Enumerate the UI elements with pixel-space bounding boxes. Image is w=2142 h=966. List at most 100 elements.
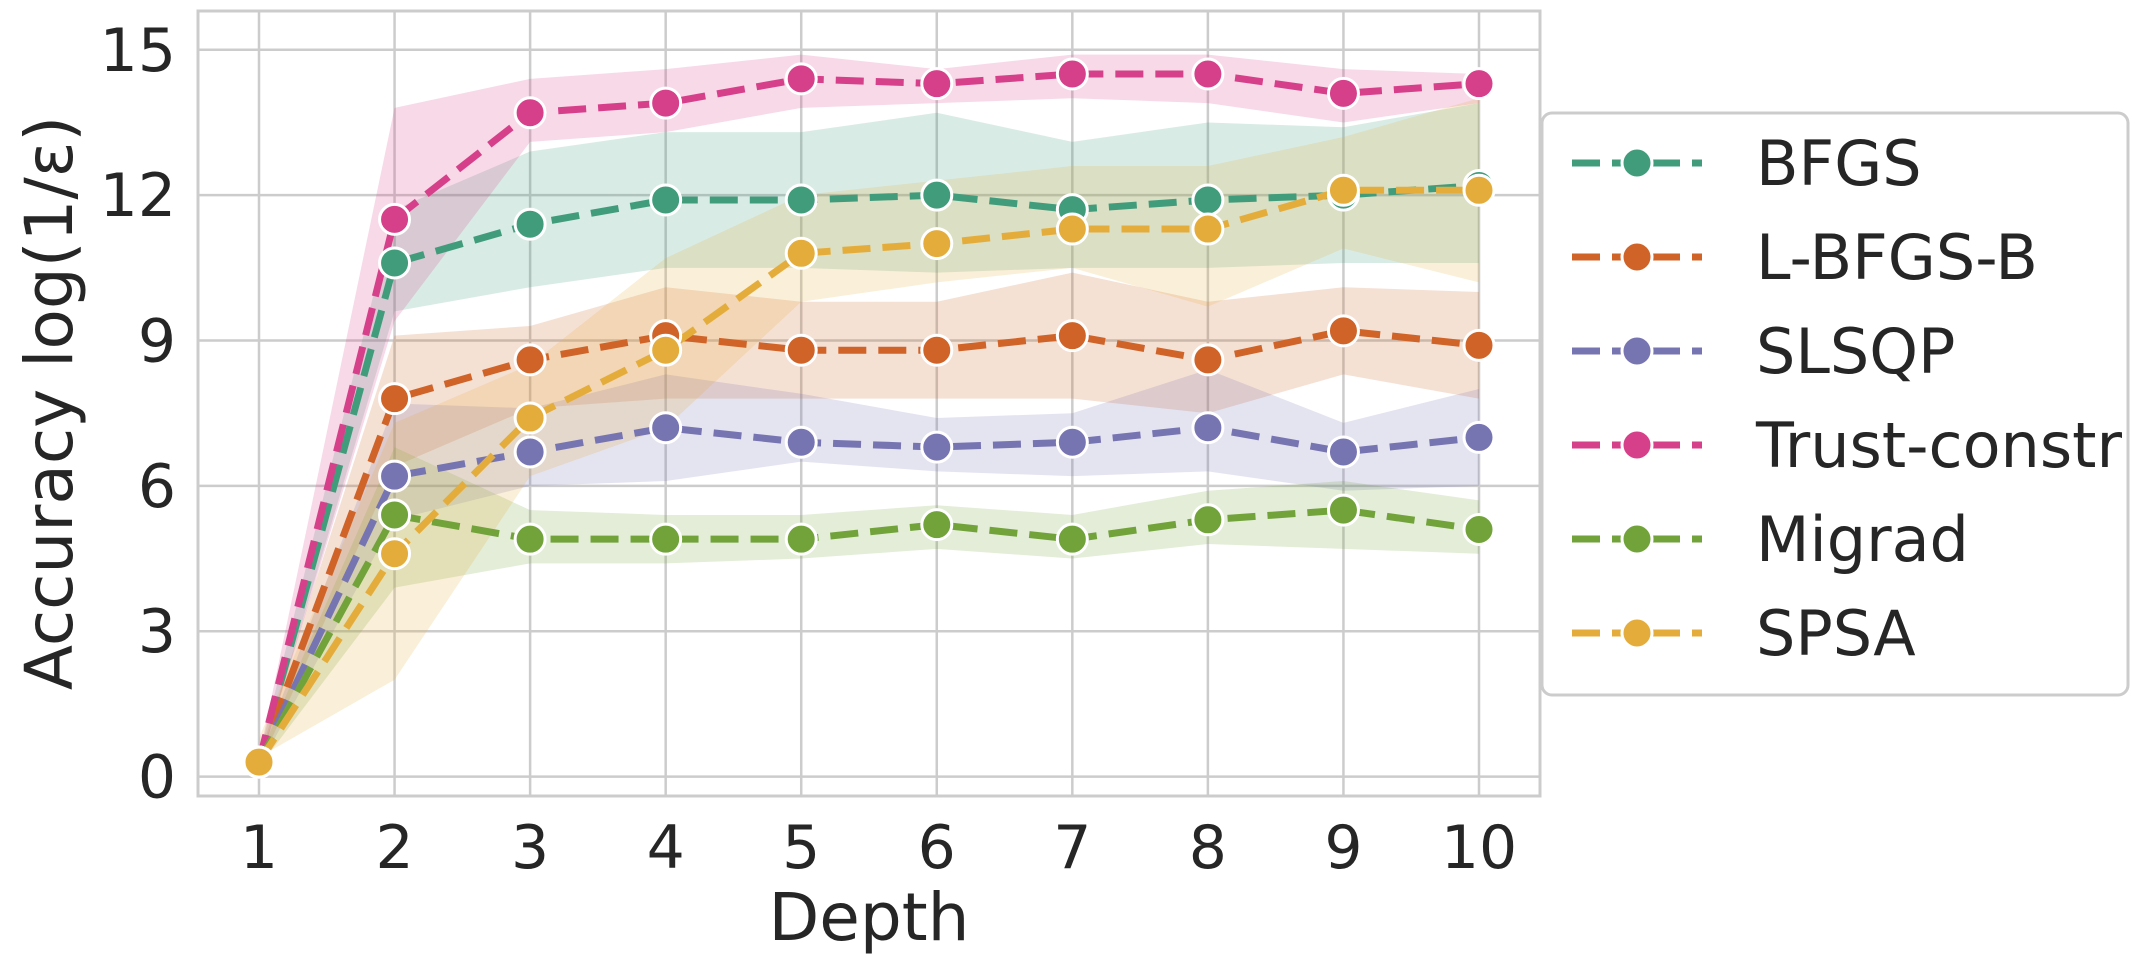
legend-label-l-bfgs-b: L-BFGS-B (1756, 221, 2038, 294)
x-axis-label: Depth (768, 879, 969, 956)
point-slsqp (1191, 411, 1225, 445)
point-trust-constr (920, 67, 954, 101)
point-bfgs (649, 183, 683, 217)
y-tick-labels: 0 3 6 9 12 15 (100, 16, 176, 813)
x-tick-label: 7 (1053, 813, 1091, 883)
point-spsa (1191, 212, 1225, 246)
legend-label-bfgs: BFGS (1756, 127, 1922, 200)
point-slsqp (378, 459, 412, 493)
legend-marker-bfgs (1620, 146, 1654, 180)
point-slsqp (513, 435, 547, 469)
point-spsa (378, 537, 412, 571)
point-slsqp (649, 411, 683, 445)
y-tick-label: 0 (138, 743, 176, 813)
x-tick-label: 3 (511, 813, 549, 883)
point-trust-constr (1326, 76, 1360, 110)
band-slsqp (259, 369, 1479, 767)
legend-label-trust-constr: Trust-constr (1755, 409, 2122, 482)
point-spsa (1055, 212, 1089, 246)
grid (198, 11, 1540, 796)
series-lines (255, 70, 1480, 764)
point-l-bfgs-b (1326, 314, 1360, 348)
point-l-bfgs-b (1462, 328, 1496, 362)
point-slsqp (920, 430, 954, 464)
point-trust-constr (1462, 67, 1496, 101)
plot-background (198, 11, 1540, 796)
point-l-bfgs-b (1055, 319, 1089, 353)
point-slsqp (1462, 420, 1496, 454)
point-slsqp (1326, 435, 1360, 469)
line-l-bfgs-b (255, 327, 1480, 764)
point-migrad (920, 508, 954, 542)
point-l-bfgs-b (920, 333, 954, 367)
point-trust-constr (649, 86, 683, 120)
legend-label-slsqp: SLSQP (1756, 315, 1955, 388)
point-l-bfgs-b (784, 333, 818, 367)
band-spsa (259, 98, 1479, 758)
point-bfgs (1191, 183, 1225, 217)
point-slsqp (1055, 425, 1089, 459)
line-bfgs (255, 181, 1480, 763)
line-spsa (256, 186, 1479, 764)
x-tick-label: 8 (1189, 813, 1227, 883)
legend-marker-spsa (1620, 616, 1654, 650)
y-tick-label: 6 (138, 452, 176, 522)
point-migrad (1462, 512, 1496, 546)
legend-marker-trust-constr (1620, 428, 1654, 462)
point-l-bfgs-b (1191, 343, 1225, 377)
point-migrad (1191, 503, 1225, 537)
y-tick-label: 3 (138, 597, 176, 667)
x-tick-label: 4 (647, 813, 685, 883)
point-trust-constr (1191, 57, 1225, 91)
point-trust-constr (1055, 57, 1089, 91)
y-tick-label: 15 (100, 16, 176, 86)
point-bfgs (920, 178, 954, 212)
point-slsqp (784, 425, 818, 459)
point-spsa (920, 227, 954, 261)
line-slsqp (255, 424, 1480, 764)
point-migrad (1326, 493, 1360, 527)
plot-frame (196, 9, 1542, 798)
legend-marker-migrad (1620, 522, 1654, 556)
legend-frame (1540, 111, 2130, 697)
legend-label-migrad: Migrad (1756, 503, 1969, 576)
point-spsa (784, 236, 818, 270)
point-bfgs (378, 246, 412, 280)
point-trust-constr (378, 202, 412, 236)
point-bfgs (784, 183, 818, 217)
band-bfgs (259, 103, 1479, 767)
x-tick-label: 9 (1324, 813, 1362, 883)
y-tick-label: 9 (138, 307, 176, 377)
x-tick-labels: 1 2 3 4 5 6 7 8 9 10 (240, 813, 1517, 883)
point-l-bfgs-b (378, 382, 412, 416)
y-tick-label: 12 (100, 161, 176, 231)
x-tick-label: 10 (1441, 813, 1517, 883)
point-migrad (784, 522, 818, 556)
y-axis-label: Accuracy log(1/ε) (11, 116, 88, 690)
legend-label-spsa: SPSA (1756, 597, 1916, 670)
legend-marker-slsqp (1620, 334, 1654, 368)
x-tick-label: 1 (240, 813, 278, 883)
point-spsa (1326, 173, 1360, 207)
series-markers (242, 57, 1496, 779)
point-migrad (649, 522, 683, 556)
x-tick-label: 5 (782, 813, 820, 883)
x-tick-label: 6 (918, 813, 956, 883)
line-trust-constr (255, 70, 1480, 763)
point-migrad (1055, 522, 1089, 556)
point-trust-constr (513, 96, 547, 130)
band-l-bfgs-b (259, 272, 1479, 767)
line-migrad (255, 506, 1480, 764)
point-spsa (513, 401, 547, 435)
point-trust-constr (784, 62, 818, 96)
legend: BFGS L-BFGS-B SLSQP Trust-constr Migrad SPSA (1540, 111, 2130, 697)
point-migrad (513, 522, 547, 556)
point-migrad (378, 498, 412, 532)
point-spsa (1462, 173, 1496, 207)
point-bfgs (513, 207, 547, 241)
point-spsa (649, 333, 683, 367)
legend-marker-l-bfgs-b (1620, 240, 1654, 274)
x-tick-label: 2 (375, 813, 413, 883)
point-spsa (242, 745, 276, 779)
